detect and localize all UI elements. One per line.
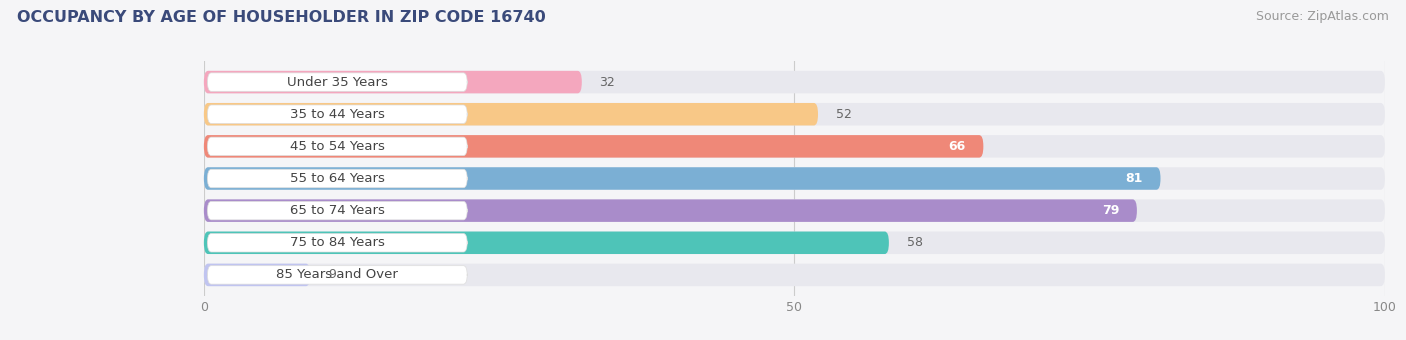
FancyBboxPatch shape [204, 135, 983, 158]
Text: Source: ZipAtlas.com: Source: ZipAtlas.com [1256, 10, 1389, 23]
FancyBboxPatch shape [204, 199, 1137, 222]
Text: 45 to 54 Years: 45 to 54 Years [290, 140, 385, 153]
FancyBboxPatch shape [208, 137, 467, 156]
Text: 35 to 44 Years: 35 to 44 Years [290, 108, 385, 121]
Text: OCCUPANCY BY AGE OF HOUSEHOLDER IN ZIP CODE 16740: OCCUPANCY BY AGE OF HOUSEHOLDER IN ZIP C… [17, 10, 546, 25]
Text: 65 to 74 Years: 65 to 74 Years [290, 204, 385, 217]
FancyBboxPatch shape [204, 199, 1385, 222]
FancyBboxPatch shape [204, 264, 1385, 286]
FancyBboxPatch shape [204, 232, 1385, 254]
FancyBboxPatch shape [208, 201, 467, 220]
Text: 79: 79 [1102, 204, 1119, 217]
FancyBboxPatch shape [204, 264, 311, 286]
FancyBboxPatch shape [204, 135, 1385, 158]
FancyBboxPatch shape [208, 73, 467, 91]
FancyBboxPatch shape [204, 232, 889, 254]
FancyBboxPatch shape [204, 167, 1160, 190]
FancyBboxPatch shape [208, 266, 467, 284]
FancyBboxPatch shape [204, 167, 1385, 190]
Text: 58: 58 [907, 236, 922, 249]
FancyBboxPatch shape [208, 234, 467, 252]
Text: 9: 9 [328, 268, 336, 282]
Text: 75 to 84 Years: 75 to 84 Years [290, 236, 385, 249]
Text: 55 to 64 Years: 55 to 64 Years [290, 172, 385, 185]
FancyBboxPatch shape [204, 71, 582, 94]
Text: Under 35 Years: Under 35 Years [287, 75, 388, 89]
FancyBboxPatch shape [204, 71, 1385, 94]
Text: 85 Years and Over: 85 Years and Over [277, 268, 398, 282]
FancyBboxPatch shape [204, 103, 1385, 125]
FancyBboxPatch shape [208, 105, 467, 123]
Text: 32: 32 [599, 75, 616, 89]
Text: 52: 52 [835, 108, 852, 121]
Text: 81: 81 [1125, 172, 1143, 185]
FancyBboxPatch shape [208, 169, 467, 188]
Text: 66: 66 [949, 140, 966, 153]
FancyBboxPatch shape [204, 103, 818, 125]
